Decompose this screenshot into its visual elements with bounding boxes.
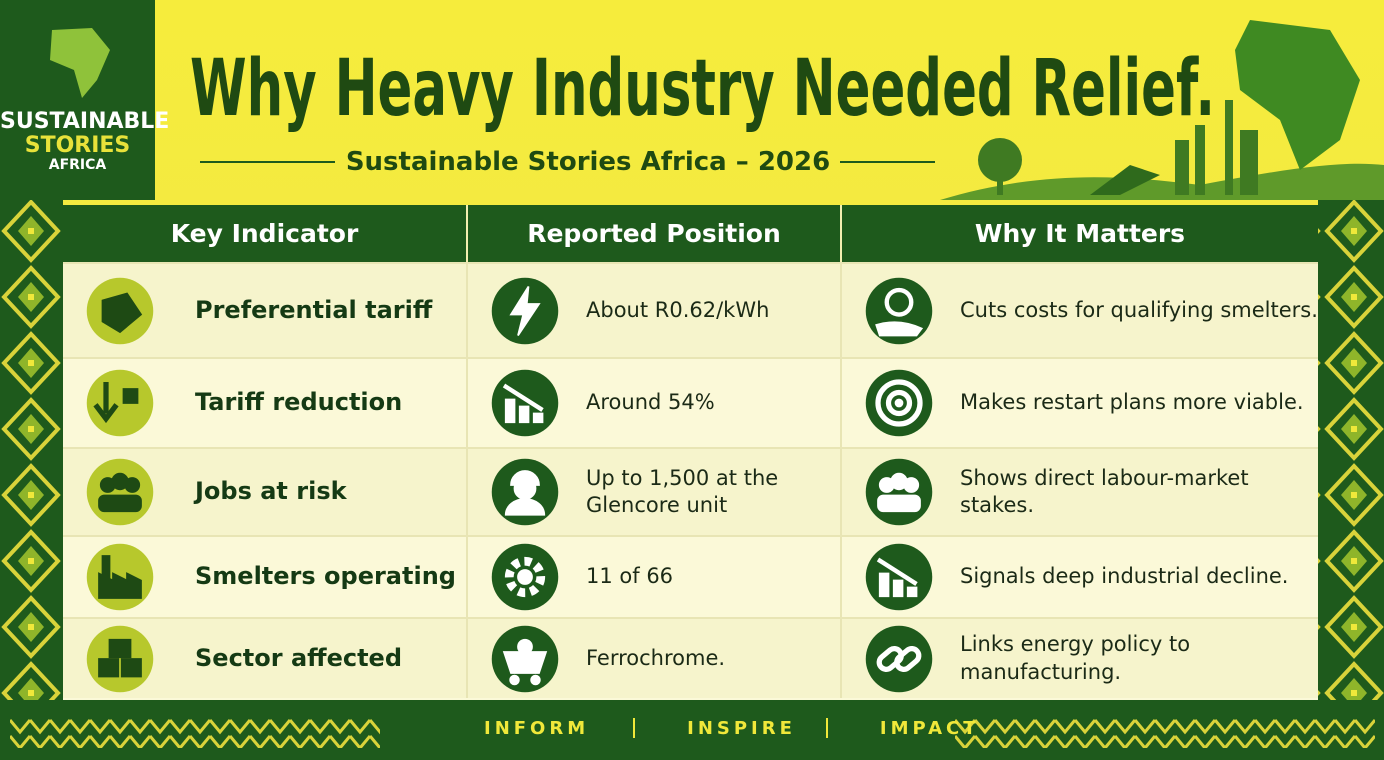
logo-line: AFRICA: [48, 157, 107, 174]
table-row: Preferential tariff About R0.62/kWh Cuts c…: [63, 262, 1318, 357]
table-row: Jobs at risk Up to 1,500 at the Glencore …: [63, 447, 1318, 535]
table-cell: Ferrochrome.: [468, 619, 842, 698]
column-header: Key Indicator: [63, 205, 468, 262]
footer-item: INFORM: [484, 718, 590, 739]
footer: INFORM INSPIRE IMPACT: [0, 700, 1384, 760]
table-row: Sector affected Ferrochrome. Links energy …: [63, 617, 1318, 698]
table-cell: Links energy policy to manufacturing.: [842, 619, 1318, 698]
table-cell: Makes restart plans more viable.: [842, 359, 1318, 447]
cell-text: 11 of 66: [586, 564, 674, 589]
icon: [86, 543, 154, 611]
table-cell: Cuts costs for qualifying smelters.: [842, 264, 1318, 357]
table-cell: Preferential tariff: [63, 264, 468, 357]
skyline: [978, 100, 1258, 195]
icon: [491, 458, 559, 526]
footer-item: INSPIRE: [687, 718, 796, 739]
cell-text: Jobs at risk: [195, 477, 347, 506]
table-cell: About R0.62/kWh: [468, 264, 842, 357]
table-cell: Around 54%: [468, 359, 842, 447]
cell-text: Preferential tariff: [195, 295, 433, 324]
table: Key Indicator Reported Position Why It M…: [63, 205, 1318, 700]
icon: [491, 277, 559, 344]
logo: SUSTAINABLE STORIES AFRICA: [0, 0, 170, 200]
icon: [865, 543, 933, 611]
cell-text: Links energy policy to manufacturing.: [960, 632, 1191, 684]
cell-text: Up to 1,500 at the Glencore unit: [586, 465, 779, 517]
cell-text: Makes restart plans more viable.: [960, 390, 1304, 415]
cell-text: Smelters operating: [195, 562, 456, 591]
table-cell: Sector affected: [63, 619, 468, 698]
cell-text: Ferrochrome.: [586, 645, 726, 670]
header-row: Key Indicator Reported Position Why It M…: [63, 205, 1318, 262]
cell-text: Cuts costs for qualifying smelters.: [960, 297, 1318, 322]
logo-line: STORIES: [24, 133, 131, 159]
title: Why Heavy Industry Needed Relief.: [190, 44, 1215, 134]
cell-text: Shows direct labour-market stakes.: [960, 465, 1249, 517]
table-cell: 11 of 66: [468, 537, 842, 617]
africa-map: [1235, 20, 1360, 170]
table-cell: Shows direct labour-market stakes.: [842, 449, 1318, 535]
table-row: Tariff reduction Around 54% Makes restart …: [63, 357, 1318, 447]
table-cell: Smelters operating: [63, 537, 468, 617]
icon: [491, 543, 559, 611]
icon: [865, 277, 933, 344]
hills: [940, 163, 1384, 200]
subtitle: Sustainable Stories Africa – 2026: [346, 147, 830, 177]
table-row: Smelters operating 11 of 66 Signals deep i…: [63, 535, 1318, 617]
separator: [633, 718, 636, 738]
cell-text: Tariff reduction: [195, 388, 403, 417]
left-border: [0, 200, 63, 700]
icon: [865, 625, 933, 692]
footer-pattern: [10, 712, 380, 748]
footer-item: IMPACT: [879, 718, 980, 739]
icon: [86, 369, 154, 437]
cell-text: About R0.62/kWh: [586, 297, 770, 322]
cell-text: Signals deep industrial decline.: [960, 564, 1289, 589]
footer-pattern: [955, 712, 1375, 748]
cell-text: Sector affected: [195, 643, 403, 672]
column-header: Why It Matters: [974, 219, 1186, 248]
separator: [825, 718, 828, 738]
table-body: Preferential tariff About R0.62/kWh Cuts c…: [63, 262, 1318, 698]
logo-map: [50, 28, 110, 98]
table-cell: Jobs at risk: [63, 449, 468, 535]
footer-text: INFORM INSPIRE IMPACT: [484, 718, 980, 739]
icon: [86, 458, 154, 526]
column-header: Reported Position: [468, 205, 842, 262]
table-cell: Tariff reduction: [63, 359, 468, 447]
icon: [491, 369, 559, 437]
cell-text: Around 54%: [586, 390, 715, 415]
table-cell: Up to 1,500 at the Glencore unit: [468, 449, 842, 535]
icon: [491, 625, 559, 692]
table-cell: Signals deep industrial decline.: [842, 537, 1318, 617]
icon: [86, 625, 154, 692]
icon: [865, 458, 933, 526]
icon: [865, 369, 933, 437]
logo-line: SUSTAINABLE: [0, 109, 170, 134]
icon: [86, 277, 154, 344]
right-border: [1318, 200, 1384, 700]
